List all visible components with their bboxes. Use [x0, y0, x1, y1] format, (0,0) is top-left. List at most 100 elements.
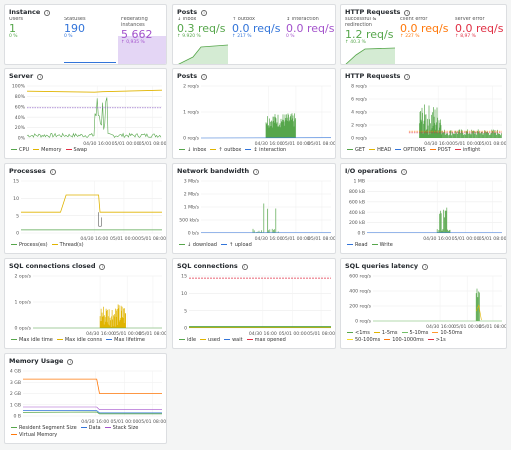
legend-item-memory[interactable]: Memory [33, 147, 62, 154]
info-icon[interactable]: i [99, 264, 106, 270]
info-icon[interactable]: i [404, 10, 411, 16]
legend-item-max-idle-conns[interactable]: Max idle conns [56, 337, 103, 344]
y-tick-label: 5 [16, 213, 19, 219]
legend-item-idle[interactable]: idle [179, 337, 196, 344]
stat-panel-posts[interactable]: Posts i ↓ inbox 0.3 req/s ↑ 9.920 % ↑ out… [172, 4, 336, 65]
legend-label: Max idle conns [64, 337, 103, 343]
legend-item-wait[interactable]: wait [224, 337, 243, 344]
legend-swatch [224, 338, 231, 341]
legend-item-1s[interactable]: >1s [427, 337, 446, 344]
legend-item-inflight[interactable]: inflight [454, 147, 480, 154]
legend-swatch [11, 433, 17, 436]
legend-swatch [371, 243, 378, 246]
chart-legend: ↓ inbox ↑ outbox ↕ interaction [179, 147, 331, 154]
legend-item-interaction[interactable]: ↕ interaction [245, 147, 286, 154]
chart-panel-http-requests[interactable]: HTTP Requests i 8 req/s 6 req/s 4 req/s 2 req… [340, 68, 507, 159]
legend-item-get[interactable]: GET [347, 147, 365, 154]
y-tick-label: 1 ops/s [15, 300, 32, 306]
legend-swatch [427, 338, 434, 341]
legend-swatch [401, 331, 408, 334]
legend-item-data[interactable]: Data [80, 425, 101, 432]
series-group [21, 194, 162, 231]
legend-item-upload[interactable]: ↑ upload [220, 242, 252, 249]
legend-item-virtual-memory[interactable]: Virtual Memory [11, 432, 57, 439]
legend-item-inbox[interactable]: ↓ inbox [179, 147, 206, 154]
info-icon[interactable]: i [241, 264, 248, 270]
stat-successful: successful & redirection 1.2 req/s ↑ 40.… [345, 17, 394, 45]
legend-swatch [347, 243, 353, 246]
info-icon[interactable]: i [422, 264, 429, 270]
legend-item-max-opened[interactable]: max opened [246, 337, 286, 344]
chart-plot: 1 MB 800 kB 600 kB 400 kB 200 kB 0 B 04/30 16:… [349, 179, 506, 242]
panel-title-text: HTTP Requests [345, 72, 401, 80]
chart-panel-server[interactable]: Server i 100% 80% 60% 40% 20% 0% 04/30 16:00 05/0… [4, 68, 167, 159]
legend-item-100-1000ms[interactable]: 100-1000ms [384, 337, 424, 344]
legend-item-stack-size[interactable]: Stack Size [104, 425, 138, 432]
chart-panel-network-bandwidth[interactable]: Network bandwidth i 3 Mb/s 2 Mb/s 1 Mb/s 500 … [172, 163, 336, 254]
x-tick-label: 05/01 08:00 [139, 331, 167, 337]
legend-item-1ms[interactable]: <1ms [347, 330, 370, 337]
chart-panel-sql-queries-latency[interactable]: SQL queries latency i 600 req/s 400 req/s 20… [340, 258, 507, 349]
info-icon[interactable]: i [49, 169, 56, 175]
x-tick-label: 04/30 16:00 [81, 419, 109, 425]
legend-item-process-es[interactable]: Process(es) [11, 242, 48, 249]
stat-panel-instance[interactable]: Instance i Users 1 0 % Statuses 190 0 % F… [4, 4, 167, 65]
legend-item-cpu[interactable]: CPU [11, 147, 29, 154]
info-icon[interactable]: i [201, 10, 208, 16]
y-tick-label: 2 Mb/s [184, 192, 200, 198]
info-icon[interactable]: i [67, 359, 74, 365]
info-icon[interactable]: i [253, 169, 260, 175]
legend-item-thread-s[interactable]: Thread(s) [51, 242, 84, 249]
legend-label: 100-1000ms [392, 337, 424, 343]
chart-panel-io-operations[interactable]: I/O operations i 1 MB 800 kB 600 kB 400 kB 200… [340, 163, 507, 254]
legend-item-max-idle-time[interactable]: Max idle time [11, 337, 53, 344]
info-icon[interactable]: i [404, 74, 411, 80]
panel-title-text: Posts [177, 72, 198, 80]
chart-legend: Process(es) Thread(s) [11, 242, 162, 249]
panel-title: Instance i [9, 8, 51, 16]
y-tick-label: 60% [15, 104, 26, 110]
legend-item-10-50ms[interactable]: 10-50ms [432, 330, 462, 337]
legend-item-write[interactable]: Write [371, 242, 393, 249]
legend-item-outbox[interactable]: ↑ outbox [210, 147, 241, 154]
x-tick-label: 04/30 16:00 [86, 331, 114, 337]
legend-label: 5-10ms [409, 330, 429, 336]
chart-panel-sql-connections[interactable]: SQL connections i 15 10 5 0 04/30 16:00 05/01 0… [172, 258, 336, 349]
x-tick-label: 04/30 16:00 [424, 141, 452, 147]
legend-item-swap[interactable]: Swap [65, 147, 87, 154]
legend-item-1-5ms[interactable]: 1-5ms [373, 330, 398, 337]
chart-panel-memory-usage[interactable]: Memory Usage i 4 GB 3 GB 2 GB 1 GB 0 B 04/30 16… [4, 353, 167, 444]
y-tick-label: 10 [13, 196, 19, 202]
legend-item-options[interactable]: OPTIONS [395, 147, 426, 154]
legend-item-read[interactable]: Read [347, 242, 368, 249]
legend-item-post[interactable]: POST [429, 147, 451, 154]
legend-swatch [11, 426, 17, 429]
series-1-5ms [475, 304, 482, 321]
legend-item-50-100ms[interactable]: 50-100ms [347, 337, 380, 344]
series-thread-s-dip [98, 212, 102, 227]
stat-panel-http-requests[interactable]: HTTP Requests i successful & redirection … [340, 4, 507, 65]
y-tick-label: 100% [12, 84, 26, 90]
legend-label: wait [232, 337, 243, 343]
y-tick-label: 8 req/s [351, 84, 367, 90]
info-icon[interactable]: i [44, 10, 51, 16]
legend-label: Write [379, 242, 393, 248]
info-icon[interactable]: i [37, 74, 44, 80]
chart-panel-posts[interactable]: Posts i 2 req/s 1 req/s 0 req/s 04/30 16:00 05… [172, 68, 336, 159]
legend-swatch [220, 243, 227, 246]
legend-item-5-10ms[interactable]: 5-10ms [401, 330, 429, 337]
chart-panel-processes[interactable]: Processes i 15 10 5 0 04/30 16:00 05/01 00:00 05… [4, 163, 167, 254]
chart-legend: Max idle time Max idle conns Max lifetime [11, 337, 162, 344]
panel-title-text: SQL connections closed [9, 262, 96, 270]
legend-label: ↓ inbox [187, 147, 207, 153]
legend-item-head[interactable]: HEAD [369, 147, 391, 154]
legend-item-max-lifetime[interactable]: Max lifetime [106, 337, 145, 344]
y-tick-label: 15 [181, 274, 187, 280]
info-icon[interactable]: i [201, 74, 208, 80]
legend-item-used[interactable]: used [200, 337, 220, 344]
chart-panel-sql-connections-closed[interactable]: SQL connections closed i 2 ops/s 1 ops/s 0 o… [4, 258, 167, 349]
legend-item-download[interactable]: ↓ download [179, 242, 217, 249]
chart-plot: 600 req/s 400 req/s 200 req/s 0 req/s 04/30 … [349, 274, 506, 330]
info-icon[interactable]: i [401, 169, 407, 175]
legend-item-resident-segment-size[interactable]: Resident Segment Size [11, 425, 77, 432]
